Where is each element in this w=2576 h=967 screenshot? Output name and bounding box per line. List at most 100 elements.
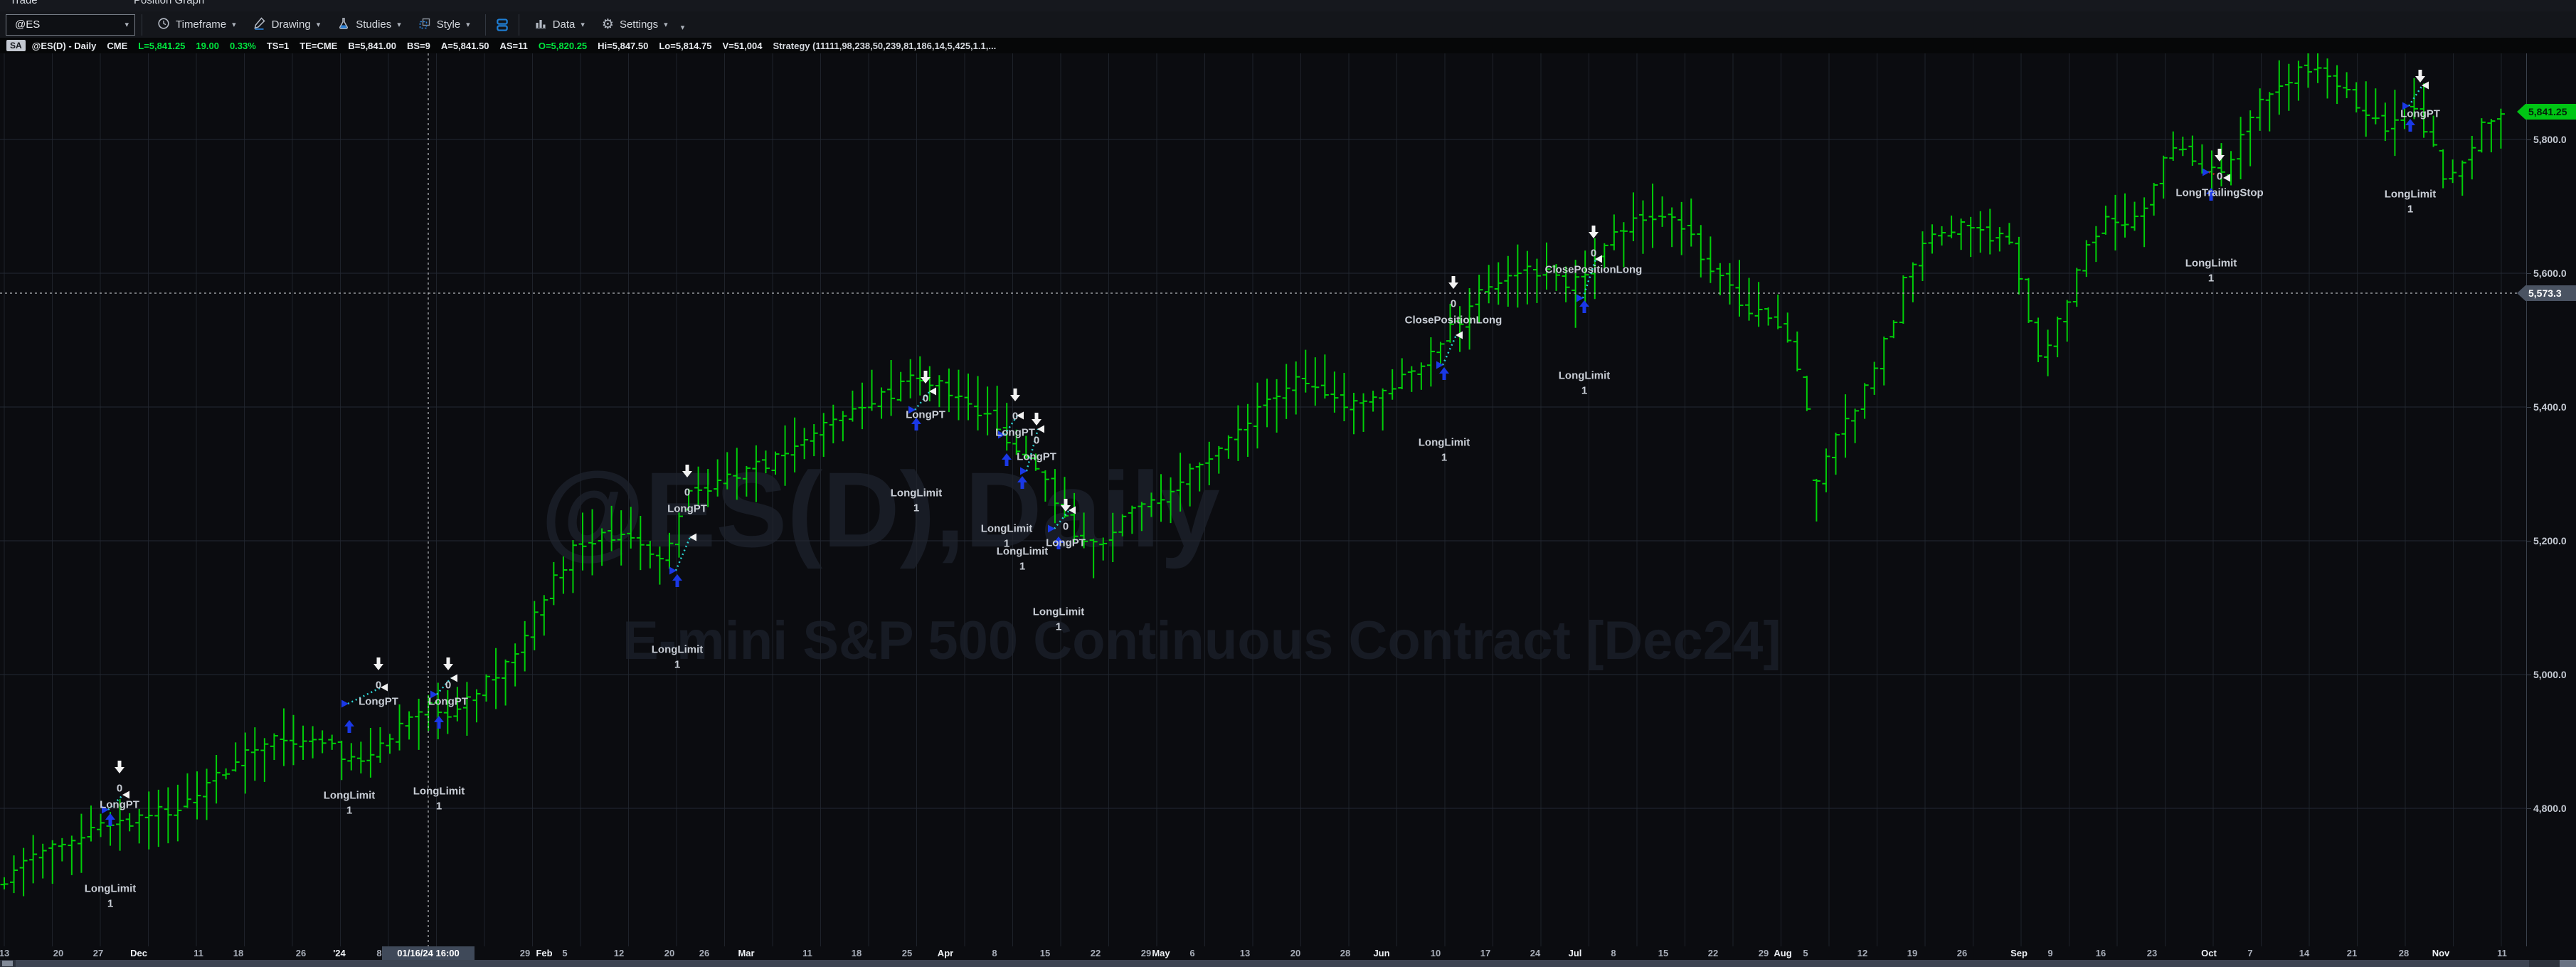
time-axis-label: 28 <box>2398 948 2410 958</box>
style-icon <box>418 17 431 33</box>
trade-entry-count: 1 <box>1581 384 1588 397</box>
trade-entry-label: LongLimit <box>890 487 943 500</box>
time-axis-label: 29 <box>519 948 531 958</box>
menu-style[interactable]: Style ▾ <box>418 17 470 33</box>
trade-exit-count: 0 <box>375 679 382 692</box>
price-axis-tick <box>2527 139 2531 140</box>
trade-entry-count: 1 <box>2207 272 2215 285</box>
trade-entry-label: LongLimit <box>323 789 376 802</box>
tab-position-graph[interactable]: Position Graph <box>134 0 205 6</box>
trade-exit-label: LongPT <box>906 408 945 421</box>
trade-exit-label: LongPT <box>359 695 398 708</box>
symbol-status-bar: SA @ES(D) - Daily CME L=5,841.25 19.00 0.33%… <box>0 38 2576 53</box>
menu-drawing[interactable]: Drawing ▾ <box>253 16 320 33</box>
tab-trade[interactable]: Trade <box>10 0 38 6</box>
price-axis-label: 5,600.0 <box>2533 268 2567 279</box>
trade-entry-label: LongLimit <box>980 522 1033 535</box>
window-tabs-strip: Trade Position Graph <box>0 0 2576 11</box>
trade-entry-count: 1 <box>1055 620 1062 633</box>
time-axis-label: 6 <box>1189 948 1195 958</box>
price-axis-label: 4,800.0 <box>2533 803 2567 814</box>
trade-entry-count: 1 <box>1003 537 1010 550</box>
clock-icon <box>157 17 170 33</box>
time-axis-label: 18 <box>233 948 244 958</box>
price-chart[interactable] <box>0 53 2526 946</box>
time-axis-month-label: Dec <box>130 948 147 958</box>
trade-entry-label: LongLimit <box>84 882 137 895</box>
trade-exit-count: 0 <box>445 679 452 692</box>
time-axis-month-label: Mar <box>738 948 755 958</box>
menu-studies[interactable]: Studies ▾ <box>337 17 401 33</box>
symbol-combobox[interactable]: @ES ▾ <box>6 14 135 36</box>
stacked-layout-icon[interactable] <box>495 18 509 32</box>
price-axis-tick <box>2527 273 2531 274</box>
time-axis-month-label: Nov <box>2432 948 2450 958</box>
time-axis-label: 28 <box>1340 948 1351 958</box>
trade-entry-count: 1 <box>107 897 114 910</box>
quote-field: TS=1 <box>266 40 290 51</box>
scrollbar-left-button[interactable] <box>2 961 13 966</box>
trade-exit-count: 0 <box>2216 170 2223 183</box>
menu-settings[interactable]: ⚙ Settings ▾ <box>602 18 668 31</box>
menu-timeframe[interactable]: Timeframe ▾ <box>157 17 236 33</box>
time-axis-label: 11 <box>194 948 203 958</box>
time-axis-label: 7 <box>2247 948 2253 958</box>
time-axis-label: 17 <box>1480 948 1491 958</box>
scrollbar-thumb[interactable] <box>16 960 2529 967</box>
quote-field: Hi=5,847.50 <box>598 40 649 51</box>
bar-chart-icon <box>534 17 547 33</box>
symbol-combobox-value: @ES <box>15 19 41 31</box>
price-axis-label: 5,400.0 <box>2533 401 2567 413</box>
menu-label: Drawing <box>271 19 311 31</box>
time-axis-label: 5 <box>1803 948 1808 958</box>
horizontal-scrollbar[interactable] <box>0 960 2576 967</box>
time-axis-label: 29 <box>1758 948 1769 958</box>
crosshair-price-badge: 5,573.3 <box>2517 285 2576 301</box>
price-axis-tick <box>2527 808 2531 809</box>
time-axis-label: 5 <box>562 948 568 958</box>
quote-field: V=51,004 <box>722 40 763 51</box>
time-axis[interactable]: 13 20 27 Dec 11 18 26 '24 8 29 Feb 5 12 20 26 Mar 11 18 25… <box>0 946 2526 960</box>
quote-field: Strategy (11111,98,238,50,239,81,186,14,… <box>773 40 997 51</box>
price-axis-tick <box>2527 407 2531 408</box>
trade-exit-count: 0 <box>1012 410 1019 423</box>
trade-entry-label: LongLimit <box>651 643 704 656</box>
crosshair-time-badge: 01/16/24 16:00 <box>382 946 475 960</box>
time-axis-label: 12 <box>1857 948 1868 958</box>
quote-field: O=5,820.25 <box>538 40 588 51</box>
trade-exit-count: 0 <box>1590 247 1597 260</box>
menu-label: Studies <box>356 19 392 31</box>
trade-exit-count: 0 <box>1033 434 1040 447</box>
pencil-icon <box>253 16 266 33</box>
time-axis-label: 9 <box>2047 948 2053 958</box>
time-axis-label: 19 <box>1907 948 1918 958</box>
time-axis-label: 11 <box>802 948 812 958</box>
time-axis-month-label: Aug <box>1774 948 1792 958</box>
trade-exit-label: LongPT <box>1017 450 1056 463</box>
chevron-down-icon: ▾ <box>581 21 585 29</box>
time-axis-label: 27 <box>92 948 104 958</box>
trade-exit-count: 0 <box>1062 520 1069 533</box>
trade-exit-label: LongTrailingStop <box>2175 186 2264 199</box>
quote-field: 19.00 <box>196 40 219 51</box>
quote-field: Lo=5,814.75 <box>659 40 712 51</box>
trade-exit-label: ClosePositionLong <box>1544 263 1643 276</box>
quote-field: 0.33% <box>229 40 256 51</box>
price-axis-label: 5,800.0 <box>2533 134 2567 145</box>
time-axis-label: 22 <box>1090 948 1101 958</box>
time-axis-label: 15 <box>1039 948 1051 958</box>
time-axis-month-label: Apr <box>937 948 954 958</box>
quote-field: TE=CME <box>300 40 338 51</box>
time-axis-month-label: Feb <box>536 948 553 958</box>
chevron-down-icon: ▾ <box>232 21 236 29</box>
chart-watermark-description: E-mini S&P 500 Continuous Contract [Dec2… <box>622 611 1781 671</box>
price-axis[interactable]: 5,800.0 5,600.0 5,400.0 5,200.0 5,000.0 4,800… <box>2517 53 2576 946</box>
trade-exit-label: LongPT <box>667 502 707 515</box>
time-axis-month-label: Jul <box>1568 948 1582 958</box>
chart-toolbar: @ES ▾ Timeframe ▾ Drawing ▾ Studies ▾ Style ▾ D… <box>0 11 2576 38</box>
quote-field: AS=11 <box>499 40 528 51</box>
chevron-down-icon: ▾ <box>397 21 401 29</box>
toolbar-overflow-caret-icon[interactable]: ▾ <box>680 23 685 32</box>
menu-data[interactable]: Data ▾ <box>534 17 585 33</box>
trade-entry-label: LongLimit <box>1032 606 1085 618</box>
